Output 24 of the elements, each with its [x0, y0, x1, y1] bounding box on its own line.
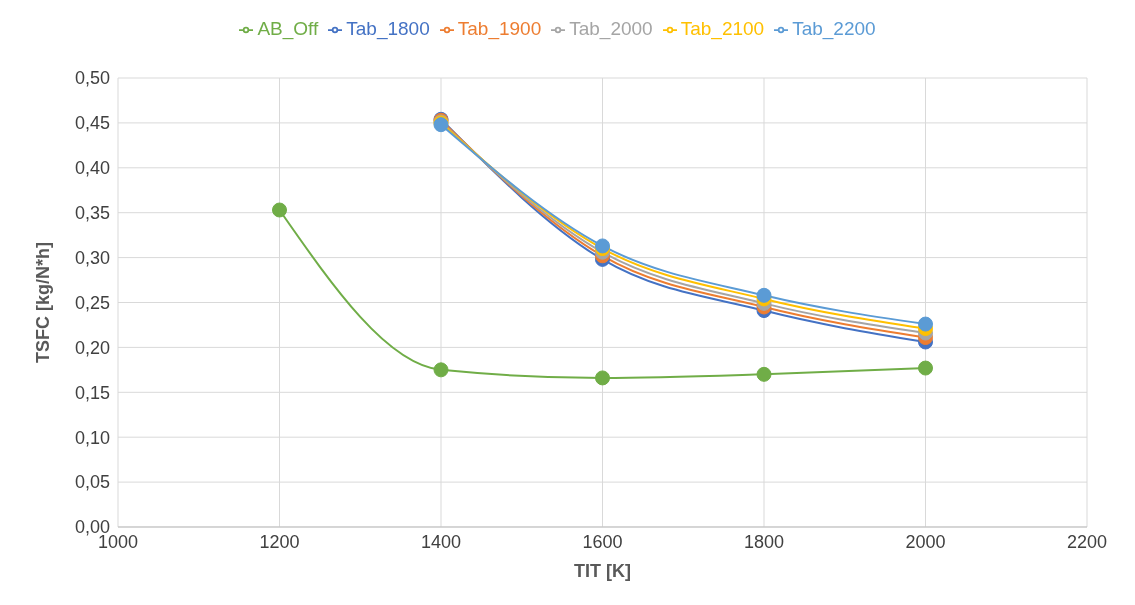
legend-label: Tab_2100	[680, 18, 765, 39]
x-tick-label: 2000	[905, 531, 946, 552]
x-tick-label: 1200	[259, 531, 300, 552]
legend-label: Tab_2200	[792, 18, 876, 39]
x-tick-label: 1800	[743, 531, 785, 552]
x-axis-title: TIT [K]	[574, 561, 631, 581]
y-tick-label: 0,50	[74, 68, 110, 89]
y-tick-label: 0,15	[74, 382, 110, 403]
y-tick-label: 0,25	[74, 292, 110, 313]
y-tick-label: 0,10	[74, 427, 110, 448]
y-tick-label: 0,35	[74, 203, 110, 224]
legend-label: Tab_2000	[569, 18, 653, 39]
x-tick-label: 1400	[420, 531, 462, 552]
x-tick-label: 1600	[582, 531, 623, 552]
y-tick-label: 0,30	[74, 247, 110, 268]
legend-label: Tab_1800	[346, 18, 430, 39]
x-tick-label: 2200	[1066, 531, 1108, 552]
y-tick-label: 0,20	[74, 337, 110, 358]
y-axis-title: TSFC [kg/N*h]	[33, 242, 54, 363]
y-tick-label: 0,45	[74, 113, 110, 134]
y-tick-label: 0,05	[74, 472, 110, 493]
legend-label: AB_Off	[257, 18, 319, 39]
y-tick-label: 0,40	[74, 158, 110, 179]
legend-label: Tab_1900	[457, 18, 542, 39]
